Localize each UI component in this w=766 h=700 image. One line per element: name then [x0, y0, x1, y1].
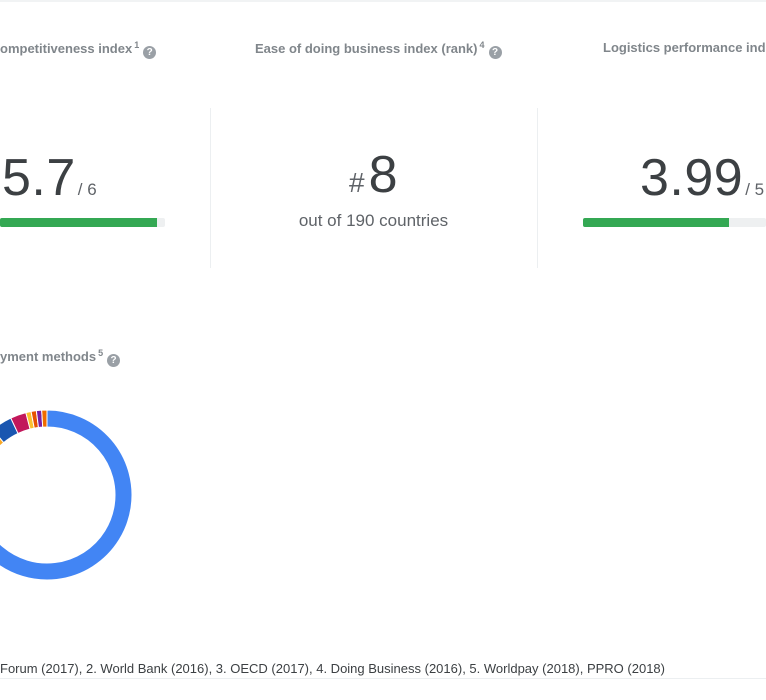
donut-slice-7[interactable] [41, 409, 48, 428]
logistics-denominator: / 5 [745, 180, 765, 199]
logistics-progress-fill [583, 218, 730, 227]
payment-methods-donut-chart [0, 409, 133, 581]
payment-methods-title: yment methods 5? [0, 348, 121, 367]
ease-of-business-title: Ease of doing business index (rank) 4? [255, 40, 502, 59]
competitiveness-denominator: / 6 [77, 180, 97, 199]
logistics-title-text: Logistics performance inde [603, 40, 766, 55]
bottom-divider [0, 678, 766, 679]
competitiveness-value: 5.7/ 6 [2, 148, 97, 208]
logistics-progress-bar [583, 218, 766, 227]
logistics-title: Logistics performance inde [603, 40, 766, 55]
competitiveness-title-text: ompetitiveness index [0, 41, 133, 56]
payment-methods-footnote: 5 [98, 348, 104, 358]
competitiveness-title: ompetitiveness index 1? [0, 40, 157, 59]
help-icon[interactable]: ? [488, 46, 502, 59]
top-divider [0, 0, 766, 2]
payment-methods-title-text: yment methods [0, 349, 97, 364]
help-icon[interactable]: ? [107, 354, 121, 367]
logistics-score: 3.99 [640, 149, 744, 207]
competitiveness-progress-fill [0, 218, 157, 227]
ease-of-business-title-text: Ease of doing business index (rank) [255, 41, 478, 56]
ease-of-business-footnote: 4 [479, 40, 485, 50]
logistics-value: 3.99/ 5 [640, 148, 764, 208]
competitiveness-footnote: 1 [134, 40, 140, 50]
competitiveness-progress-bar [0, 218, 165, 227]
column-divider [537, 108, 538, 268]
sources-footer: Forum (2017), 2. World Bank (2016), 3. O… [0, 661, 665, 676]
rank-value: 8 [368, 146, 398, 204]
donut-slice-0[interactable] [0, 409, 133, 581]
rank-hash: # [349, 167, 365, 198]
help-icon[interactable]: ? [143, 46, 157, 59]
ease-of-business-rank: #8 [210, 145, 537, 205]
column-divider [210, 108, 211, 268]
rank-subtitle: out of 190 countries [298, 211, 449, 230]
competitiveness-score: 5.7 [2, 149, 76, 207]
